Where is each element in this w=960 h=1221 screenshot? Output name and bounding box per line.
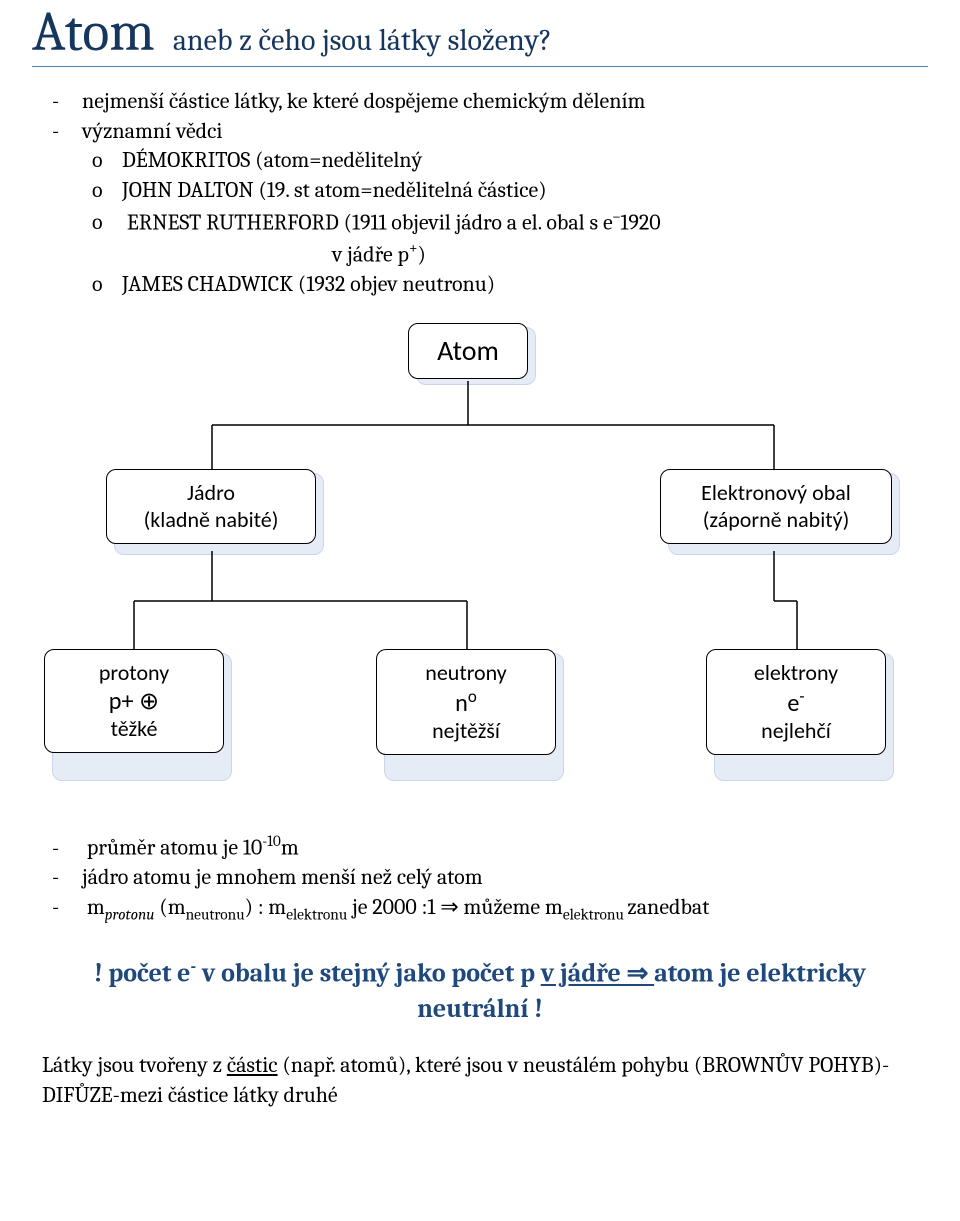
jadro-l1: Jádro	[121, 480, 301, 506]
node-elektrony: elektrony e- nejlehčí	[706, 649, 886, 755]
f3i: zanedbat	[627, 894, 709, 920]
rutherford-text-c: v jádře p	[332, 241, 409, 267]
closing-paragraph: Látky jsou tvořeny z částic (např. atomů…	[32, 1051, 928, 1110]
para-a: Látky jsou tvořeny z	[42, 1052, 227, 1078]
atom-diagram: Atom Jádro (kladně nabité) Elektronový o…	[32, 323, 928, 813]
fact-1b: -10	[262, 832, 281, 850]
rutherford-text-a: ERNEST RUTHERFORD (1911 objevil jádro a …	[127, 209, 613, 235]
node-atom: Atom	[408, 323, 528, 379]
f3f: elektronu	[286, 906, 347, 924]
elektron-l2a: e	[787, 689, 799, 718]
proton-l1: protony	[59, 660, 209, 686]
node-protony: protony p+ ⊕ těžké	[44, 649, 224, 753]
highlight-statement: ! počet e- v obalu je stejný jako počet …	[72, 955, 888, 1027]
f3b: protonu	[105, 906, 155, 924]
fact-3: mprotonu (mneutronu) : melektronu je 200…	[82, 893, 928, 925]
elektron-l1: elektrony	[721, 660, 871, 686]
neutron-l3: nejtěžší	[391, 718, 541, 744]
rutherford-text-d: )	[417, 241, 425, 267]
proton-l2: p+ ⊕	[59, 687, 209, 716]
scientist-chadwick: JAMES CHADWICK (1932 objev neutronu)	[122, 270, 928, 300]
neutron-l2a: n	[455, 689, 468, 718]
title-sub: aneb z čeho jsou látky složeny?	[173, 23, 552, 58]
fact-2: jádro atomu je mnohem menší než celý ato…	[82, 863, 928, 893]
node-jadro: Jádro (kladně nabité)	[106, 469, 316, 544]
rutherford-line2: v jádře p+)	[122, 238, 928, 270]
obal-l2: (záporně nabitý)	[675, 507, 877, 533]
elektron-l2: e-	[721, 687, 871, 718]
neutron-l2b: o	[468, 686, 477, 707]
hl-c: v obalu je stejný jako počet p	[196, 959, 541, 989]
hl-d: v jádře ⇒	[541, 959, 654, 989]
intro-item-1: nejmenší částice látky, ke které dospěje…	[82, 87, 928, 117]
f3g: je 2000 :1 ⇒ můžeme m	[347, 894, 563, 920]
node-atom-label: Atom	[437, 333, 499, 368]
jadro-l2: (kladně nabité)	[121, 507, 301, 533]
page-title-row: Atom aneb z čeho jsou látky složeny?	[32, 0, 928, 67]
f3c: (m	[154, 894, 185, 920]
hl-a: ! počet e	[94, 959, 191, 989]
rutherford-text-b: 1920	[620, 209, 660, 235]
para-b: částic	[227, 1052, 278, 1078]
intro-item-2: významní vědci	[82, 117, 928, 147]
scientist-rutherford: ERNEST RUTHERFORD (1911 objevil jádro a …	[122, 206, 928, 238]
neutron-l1: neutrony	[391, 660, 541, 686]
node-neutrony: neutrony no nejtěžší	[376, 649, 556, 755]
elektron-l2b: -	[799, 686, 804, 707]
f3a: m	[87, 894, 105, 920]
intro-list: nejmenší částice látky, ke které dospěje…	[32, 87, 928, 299]
obal-l1: Elektronový obal	[675, 480, 877, 506]
fact-1a: průměr atomu je 10	[87, 835, 262, 861]
fact-1c: m	[281, 835, 299, 861]
f3e: ) : m	[245, 894, 287, 920]
f3d: neutronu	[186, 906, 245, 924]
scientist-dalton: JOHN DALTON (19. st atom=nedělitelná čás…	[122, 176, 928, 206]
node-obal: Elektronový obal (záporně nabitý)	[660, 469, 892, 544]
title-main: Atom	[32, 0, 155, 64]
neutron-l2: no	[391, 687, 541, 718]
facts-list: průměr atomu je 10-10m jádro atomu je mn…	[32, 831, 928, 925]
fact-1: průměr atomu je 10-10m	[82, 831, 928, 863]
scientist-demokritos: DÉMOKRITOS (atom=nedělitelný	[122, 146, 928, 176]
elektron-l3: nejlehčí	[721, 718, 871, 744]
proton-l3: těžké	[59, 716, 209, 742]
f3h: elektronu	[563, 906, 627, 924]
